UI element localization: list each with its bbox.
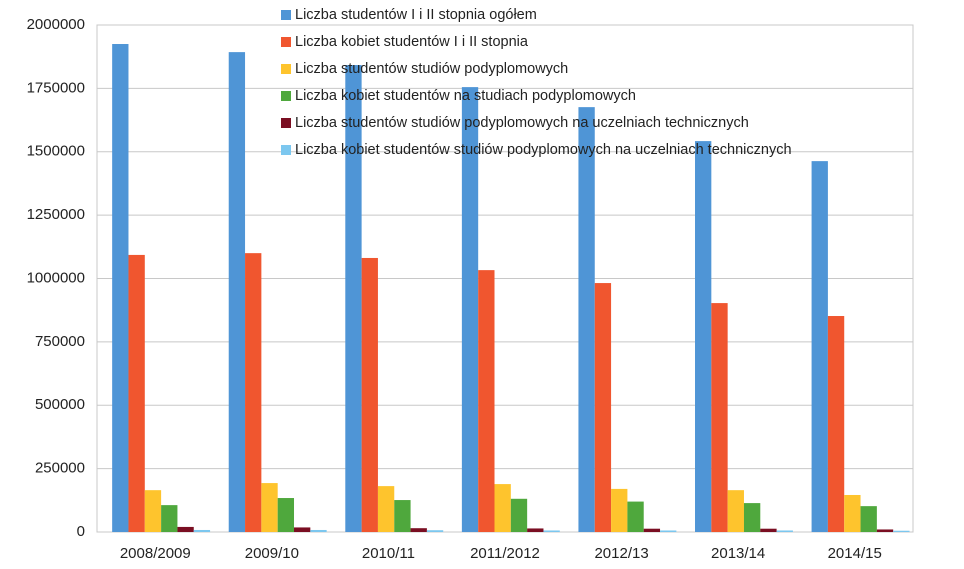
bar [643, 528, 661, 532]
bar [827, 316, 845, 532]
x-tick-label: 2011/2012 [470, 545, 540, 562]
bar [695, 141, 712, 532]
bar [177, 526, 194, 532]
y-tick-label: 1750000 [27, 79, 85, 96]
bar [361, 257, 378, 532]
legend-swatch [281, 64, 291, 74]
bar [494, 484, 511, 532]
x-tick-label: 2014/15 [828, 545, 882, 562]
y-tick-label: 750000 [35, 333, 85, 350]
bar [310, 529, 327, 532]
bar [161, 505, 178, 532]
legend-label: Liczba studentów I i II stopnia ogółem [295, 7, 537, 23]
bar [760, 528, 777, 532]
bar [245, 253, 262, 532]
y-tick-label: 500000 [35, 396, 85, 413]
bar [860, 506, 877, 532]
bar [426, 530, 444, 532]
x-tick-label: 2009/10 [245, 545, 299, 562]
legend-label: Liczba studentów studiów podyplomowych [295, 61, 568, 77]
bar [128, 254, 145, 532]
bar [261, 483, 278, 532]
bar [144, 490, 162, 532]
bar [345, 65, 362, 532]
x-tick-label: 2008/2009 [120, 545, 191, 562]
y-tick-label: 2000000 [27, 16, 85, 33]
bar [294, 527, 311, 532]
y-tick-label: 1500000 [27, 143, 85, 160]
legend-swatch [281, 118, 291, 128]
y-tick-label: 250000 [35, 460, 85, 477]
bar [112, 44, 129, 532]
bar [543, 530, 560, 532]
bar [876, 529, 894, 532]
bar [660, 530, 677, 532]
legend-swatch [281, 10, 291, 20]
bar [578, 107, 595, 532]
bar [844, 494, 861, 532]
bar [776, 530, 793, 532]
legend-swatch [281, 91, 291, 101]
bar [277, 498, 295, 532]
legend-swatch [281, 145, 291, 155]
bar [478, 270, 495, 532]
y-tick-label: 1250000 [27, 206, 85, 223]
bar [727, 490, 744, 532]
bar [594, 283, 612, 532]
x-tick-label: 2012/13 [594, 545, 648, 562]
bar [377, 486, 395, 532]
x-tick-label: 2013/14 [711, 545, 765, 562]
x-tick-label: 2010/11 [362, 545, 415, 562]
bar [527, 528, 544, 532]
bar [711, 303, 728, 532]
legend-label: Liczba kobiet studentów na studiach pody… [295, 88, 636, 104]
bar [627, 501, 644, 532]
legend-label: Liczba kobiet studentów I i II stopnia [295, 34, 529, 50]
bar [461, 87, 479, 533]
bar [228, 52, 246, 532]
bar [193, 529, 211, 532]
legend-label: Liczba kobiet studentów studiów podyplom… [295, 142, 792, 158]
legend-label: Liczba studentów studiów podyplomowych n… [295, 115, 749, 131]
bar [510, 498, 528, 532]
bar [811, 161, 828, 532]
bar [410, 528, 427, 532]
bar [893, 530, 910, 532]
legend-swatch [281, 37, 291, 47]
bar [611, 488, 628, 532]
bar [743, 503, 761, 532]
bar [394, 500, 411, 532]
y-tick-label: 0 [77, 523, 85, 540]
y-tick-label: 1000000 [27, 269, 85, 286]
